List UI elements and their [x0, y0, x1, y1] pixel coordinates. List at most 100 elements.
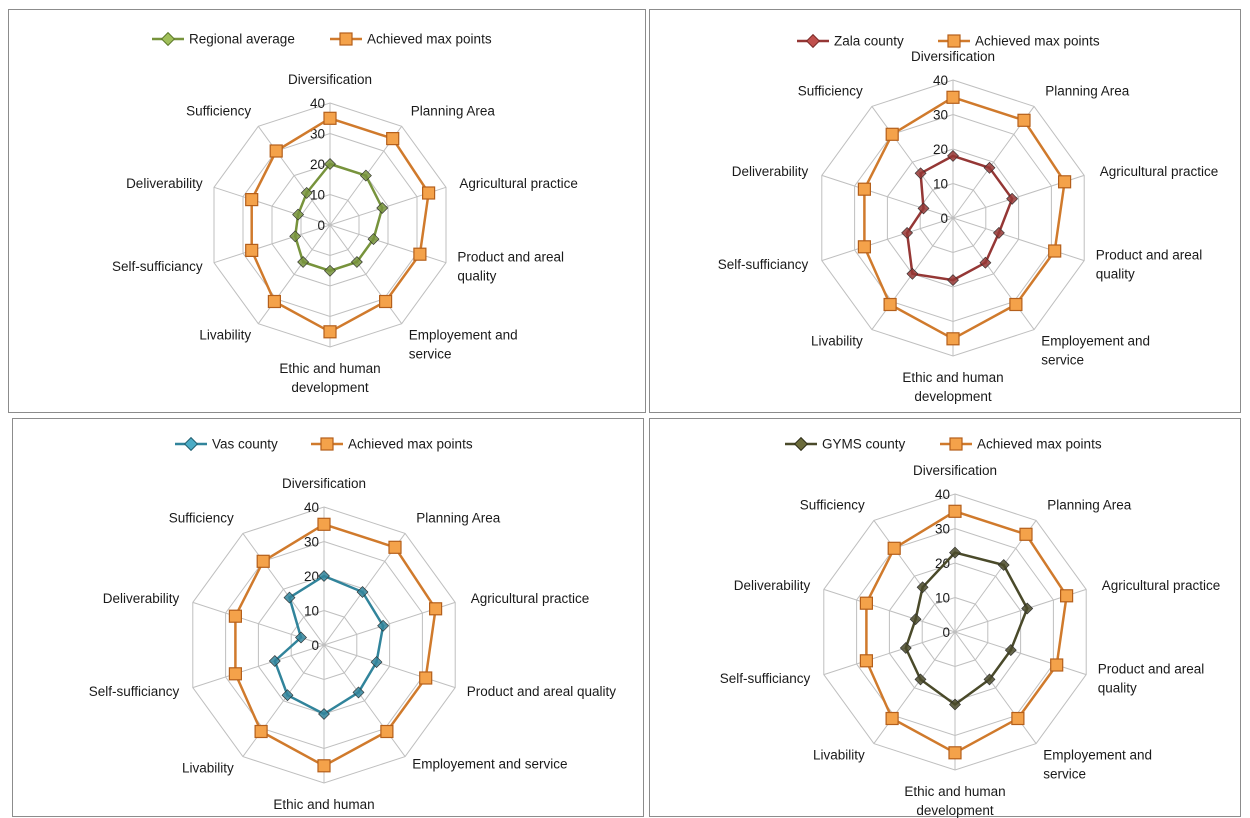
radar-panel-zala-county: 0 10 20 30 40 Diversification Planning Area Agr… — [649, 9, 1241, 413]
axis-spoke — [821, 174, 954, 219]
data-point-diamond — [367, 233, 380, 246]
axis-label-line: Deliverability — [734, 578, 811, 593]
series-achieved-max-points — [859, 504, 1074, 760]
axis-spoke — [323, 644, 406, 757]
data-point-diamond — [899, 642, 912, 654]
axis-label-line: Livability — [182, 760, 234, 775]
data-point-square — [323, 325, 337, 339]
data-point-square — [245, 243, 259, 257]
axis-label-agricultural-practice: Agricultural practice — [471, 591, 590, 606]
axis-spoke — [873, 520, 956, 633]
axis-label-line: Deliverability — [732, 164, 809, 179]
axis-label-line: Employement and — [1041, 333, 1150, 348]
data-point-square — [1057, 175, 1072, 189]
data-point-diamond — [281, 689, 294, 702]
data-point-diamond — [949, 546, 961, 559]
data-point-square — [859, 596, 874, 610]
axis-label-line: Ethic and human — [904, 784, 1005, 799]
axis-spoke — [323, 644, 456, 689]
data-point-diamond — [359, 169, 372, 182]
data-point-square — [379, 294, 393, 309]
data-point-diamond — [300, 186, 313, 199]
axis-label-line: Sufficiency — [169, 511, 234, 526]
tick-label: 30 — [935, 522, 950, 537]
legend-marker-diamond — [793, 436, 809, 452]
data-point-square — [323, 111, 337, 125]
axis-label-line: Livability — [199, 327, 251, 342]
axis-label-product-and-areal: Product and areal quality — [457, 249, 564, 283]
panel-border — [649, 9, 1241, 413]
data-point-diamond — [377, 619, 390, 632]
axis-label-line: quality — [1096, 266, 1135, 281]
axis-spoke — [954, 631, 1087, 676]
axis-label-self-sufficiancy: Self-sufficiancy — [112, 259, 203, 274]
data-point-diamond — [289, 230, 302, 243]
legend-label-series-1: GYMS county — [822, 437, 906, 452]
axis-label-line: Deliverability — [103, 591, 180, 606]
axis-label-livability: Livability — [813, 747, 865, 762]
axis-label-agricultural-practice: Agricultural practice — [1102, 578, 1221, 593]
axis-spoke — [329, 224, 403, 324]
chart-legend: Regional average Achieved max points — [152, 32, 492, 47]
radar-plot: 0 10 20 30 40 Diversification Planning Area Agr… — [720, 463, 1220, 818]
axis-spoke — [873, 631, 956, 744]
axis-spoke — [952, 217, 1085, 262]
axis-label-line: development — [914, 389, 992, 404]
axis-label-line: Employement and — [409, 327, 518, 342]
axis-spoke — [242, 533, 325, 646]
axis-label-planning-area: Planning Area — [1045, 84, 1130, 99]
legend-entry-achieved-max: Achieved max points — [940, 437, 1102, 452]
data-point-square — [254, 724, 268, 739]
axis-label-line: service — [409, 346, 452, 361]
axis-spoke — [213, 224, 331, 264]
axis-label-line: quality — [1098, 680, 1137, 695]
axis-label-line: service — [1043, 766, 1086, 781]
axis-label-product-and-areal-quality: Product and areal quality — [467, 684, 617, 699]
legend-entry-series-1: Regional average — [152, 32, 295, 47]
data-point-diamond — [318, 708, 330, 720]
axis-label-agricultural-practice: Agricultural practice — [1100, 164, 1219, 179]
axis-label-diversification: Diversification — [913, 463, 997, 478]
axis-label-line: Employement and — [1043, 747, 1152, 762]
series-achieved-max-points — [857, 90, 1072, 346]
tick-label: 0 — [317, 218, 325, 233]
data-point-square — [245, 193, 259, 207]
tick-label: 10 — [935, 591, 950, 606]
data-point-diamond — [909, 613, 922, 626]
axis-label-line: Diversification — [288, 72, 372, 87]
data-point-diamond — [376, 202, 389, 214]
data-point-diamond — [352, 686, 365, 699]
data-point-square — [857, 240, 872, 254]
axis-label-deliverability: Deliverability — [732, 164, 809, 179]
tick-label: 20 — [310, 157, 325, 172]
axis-label-deliverability: Deliverability — [126, 176, 203, 191]
tick-label: 40 — [310, 96, 325, 111]
data-point-square — [267, 294, 281, 309]
axis-label-diversification: Diversification — [288, 72, 372, 87]
axis-label-self-sufficiancy: Self-sufficiancy — [89, 684, 180, 699]
data-point-square — [269, 144, 283, 158]
axis-label-line: Sufficiency — [186, 104, 251, 119]
axis-label-deliverability: Deliverability — [103, 591, 180, 606]
axis-label-sufficiency: Sufficiency — [800, 498, 865, 513]
axis-label-employement-and-service: Employement and service — [412, 756, 567, 771]
axis-label-line: Product and areal — [457, 249, 564, 264]
tick-label: 40 — [304, 500, 319, 515]
axis-label-planning-area: Planning Area — [416, 511, 501, 526]
axis-spoke — [213, 186, 331, 226]
data-point-square — [948, 504, 962, 518]
radar-panel-gyms-county: 0 10 20 30 40 Diversification Planning Area Agr… — [649, 418, 1241, 818]
axis-label-sufficiency: Sufficiency — [186, 104, 251, 119]
axis-spoke — [257, 126, 331, 226]
axis-label-employement-and: Employement and service — [1041, 333, 1150, 367]
axis-label-product-and-areal: Product and areal quality — [1098, 661, 1205, 695]
axis-spoke — [821, 217, 954, 262]
data-point-square — [859, 654, 874, 668]
axis-label-line: Product and areal — [1096, 247, 1203, 262]
legend-marker-square — [320, 437, 334, 451]
axis-label-line: Sufficiency — [798, 84, 863, 99]
legend-label-series-1: Zala county — [834, 34, 904, 49]
radar-plot: 0 10 20 30 40 Diversification Planning Area Agr… — [112, 72, 578, 395]
axis-label-line: Employement and service — [412, 756, 567, 771]
axis-spoke — [871, 106, 954, 219]
